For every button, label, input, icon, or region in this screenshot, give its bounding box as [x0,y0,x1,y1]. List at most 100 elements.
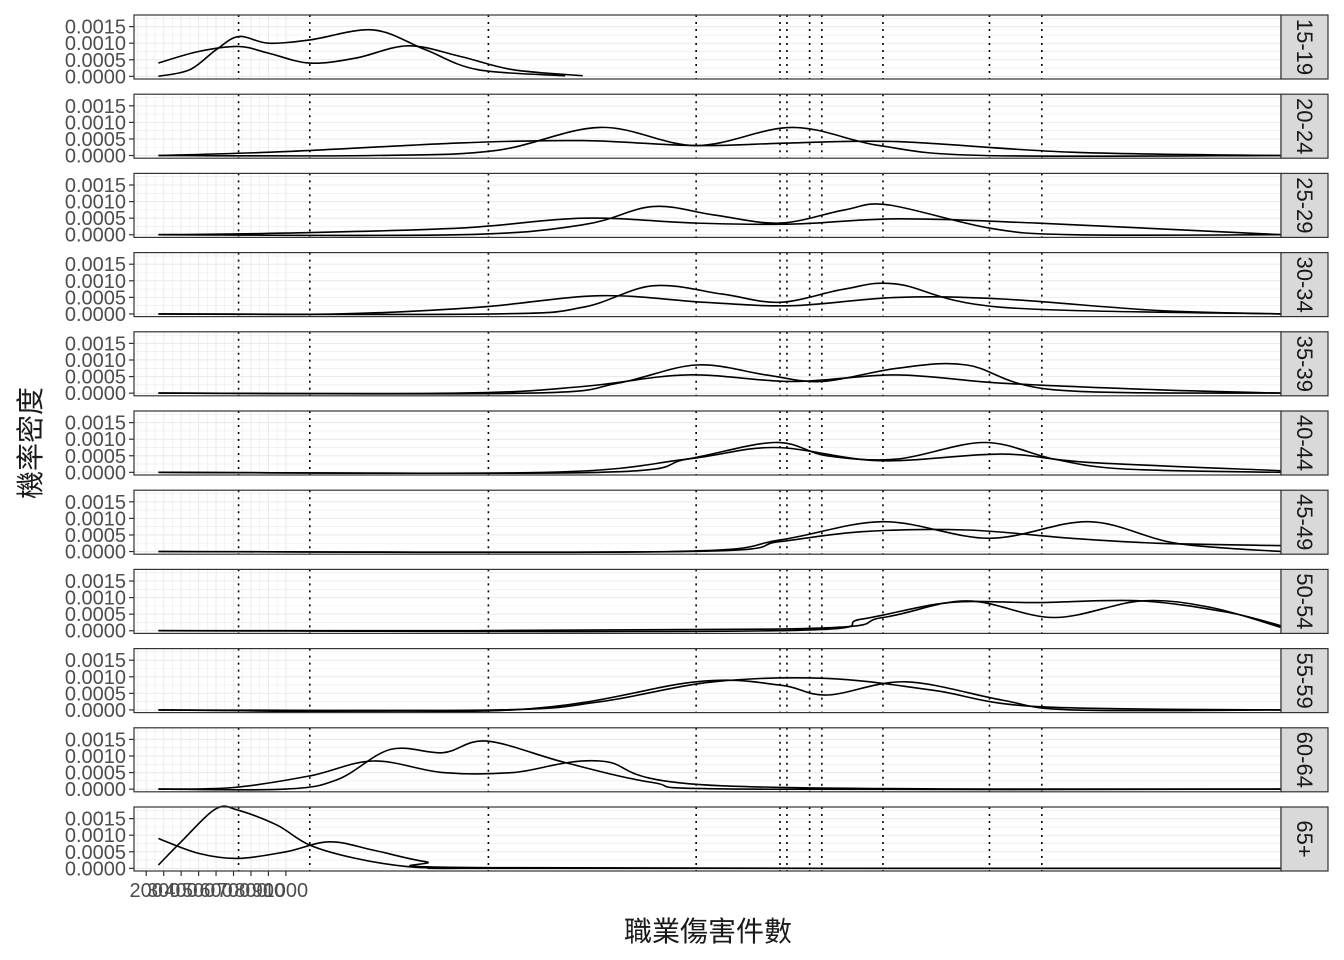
density-curve-2 [158,282,1282,316]
density-curve-2 [158,679,1282,713]
facet-label: 25-29 [1292,177,1317,233]
y-tick-label: 0.0005 [65,683,126,705]
facet-label: 30-34 [1292,256,1317,312]
panel-background [134,411,1281,475]
y-tick-label: 0.0000 [65,542,126,564]
y-tick-label: 0.0010 [65,508,126,530]
panel-background [134,15,1281,79]
x-tick-label: 600 [199,880,232,902]
y-tick-label: 0.0015 [65,650,126,672]
y-tick-label: 0.0015 [65,175,126,197]
panel-background [134,569,1281,634]
y-tick-label: 0.0010 [65,429,126,451]
y-tick-label: 0.0005 [65,129,126,151]
y-tick-label: 0.0010 [65,588,126,610]
y-tick-label: 0.0000 [65,858,126,880]
facet-label: 20-24 [1292,98,1317,154]
facet-strip [1280,252,1329,318]
facet-label: 55-59 [1292,652,1317,708]
gridlines [134,490,1281,555]
y-tick-label: 0.0005 [65,604,126,626]
panel-background [134,490,1281,555]
y-tick-label: 0.0015 [65,254,126,276]
density-curve-2 [158,28,566,78]
gridlines [134,569,1281,634]
gridlines [134,252,1281,317]
y-tick-label: 0.0010 [65,112,126,134]
facet-label: 45-49 [1292,494,1317,550]
y-tick-label: 0.0005 [65,367,126,389]
y-tick-label: 0.0010 [65,271,126,293]
y-tick-label: 0.0010 [65,33,126,55]
facet-strip [1280,568,1329,635]
facet-label: 65+ [1292,820,1317,857]
facet-strip [1280,727,1329,793]
y-tick-label: 0.0000 [65,383,126,405]
y-tick-label: 0.0000 [65,700,126,722]
facet-label: 35-39 [1292,336,1317,392]
y-tick-label: 0.0015 [65,809,126,831]
panel-background [134,727,1281,792]
y-tick-label: 0.0010 [65,746,126,768]
facet-label: 60-64 [1292,732,1317,788]
y-tick-label: 0.0005 [65,446,126,468]
gridlines [134,173,1281,238]
y-tick-label: 0.0015 [65,17,126,39]
x-tick-label: 300 [147,880,180,902]
panel-background [134,807,1281,871]
x-tick-label: 500 [182,880,215,902]
facet-strip [1280,331,1329,397]
facet-strip [1280,489,1329,555]
y-tick-label: 0.0010 [65,350,126,372]
x-tick-label: 700 [217,880,250,902]
y-tick-label: 0.0015 [65,333,126,355]
density-curve-1 [158,599,1282,633]
facet-label: 15-19 [1292,19,1317,75]
y-tick-label: 0.0010 [65,192,126,214]
density-curve-2 [158,203,1282,237]
panel-background [134,173,1281,238]
x-axis-title: 職業傷害件數 [624,915,792,948]
y-tick-label: 0.0005 [65,842,126,864]
x-tick-label: 200 [130,880,163,902]
density-curve-2 [158,441,1282,475]
y-tick-label: 0.0005 [65,763,126,785]
facet-strip [1280,806,1329,872]
y-tick-label: 0.0000 [65,779,126,801]
y-tick-label: 0.0000 [65,462,126,484]
x-tick-label: 400 [164,880,197,902]
y-tick-label: 0.0015 [65,492,126,514]
y-tick-label: 0.0015 [65,729,126,751]
density-curve-2 [158,362,1282,395]
y-tick-label: 0.0000 [65,146,126,168]
y-tick-label: 0.0000 [65,66,126,88]
y-tick-label: 0.0000 [65,304,126,326]
facet-strip [1280,647,1329,714]
y-tick-label: 0.0005 [65,287,126,309]
facet-label: 40-44 [1292,415,1317,471]
density-curve-2 [158,126,1282,158]
y-tick-label: 0.0015 [65,96,126,118]
x-tick-label: 900 [252,880,285,902]
x-tick-label: 1000 [264,880,309,902]
y-tick-label: 0.0005 [65,525,126,547]
y-tick-label: 0.0005 [65,50,126,72]
density-curve-2 [158,837,1282,870]
x-tick-label: 800 [234,880,267,902]
y-tick-label: 0.0005 [65,208,126,230]
density-curve-1 [158,217,1282,236]
density-curve-1 [158,294,1282,316]
panel-background [134,94,1281,159]
